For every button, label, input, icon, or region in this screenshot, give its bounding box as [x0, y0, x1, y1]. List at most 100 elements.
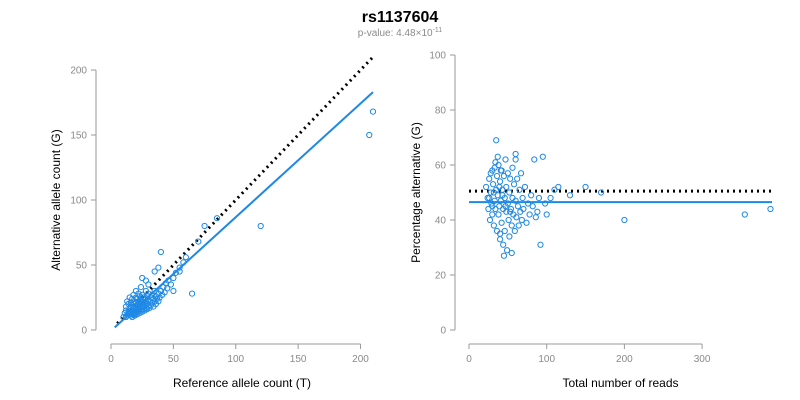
p1-x-tick-label: 200 — [616, 354, 633, 365]
p0-data-point — [139, 274, 146, 282]
p1-x-tick-label: 100 — [538, 354, 555, 365]
p1-data-point — [513, 214, 520, 221]
p1-data-point — [531, 156, 538, 163]
pvalue-times: × — [416, 28, 422, 39]
p0-data-point — [170, 287, 177, 295]
p1-y-tick-label: 60 — [435, 161, 447, 172]
p0-x-tick-label: 0 — [108, 354, 114, 365]
p1-data-point — [518, 216, 525, 224]
p1-data-point — [487, 189, 494, 196]
p0-data-point — [137, 284, 145, 291]
p0-data-point — [176, 264, 183, 271]
p0-data-point — [170, 274, 177, 282]
p0-x-tick-label: 200 — [352, 354, 369, 365]
p1-data-point — [597, 189, 605, 196]
p1-data-point — [508, 249, 515, 257]
p1-data-point — [512, 197, 519, 204]
p1-data-point — [489, 211, 496, 218]
p1-data-point — [537, 241, 544, 248]
p1-data-point — [486, 175, 493, 182]
p1-data-point — [490, 222, 497, 229]
p0-data-point — [366, 131, 373, 139]
p1-data-point — [516, 186, 523, 193]
p1-data-point — [502, 156, 509, 163]
p1-y-tick-label: 20 — [435, 271, 447, 282]
p1-data-point — [512, 156, 519, 163]
p1-data-point — [528, 192, 535, 199]
p1-data-point — [535, 194, 543, 202]
p1-data-point — [542, 200, 549, 207]
p0-y-tick-label: 100 — [70, 196, 87, 207]
p1-data-point — [493, 137, 500, 144]
p1-data-point — [555, 183, 562, 191]
p1-data-point — [529, 203, 536, 210]
pvalue-label: p-value: — [358, 28, 396, 39]
p1-x-tick-label: 0 — [466, 354, 472, 365]
p1-data-point — [491, 197, 498, 204]
p1-data-point — [505, 216, 512, 224]
p1-data-point — [500, 241, 507, 248]
p0-data-point — [151, 268, 158, 275]
p1-data-point — [504, 170, 511, 177]
pvalue-mantissa: 4.48 — [396, 28, 416, 39]
p1-data-point — [489, 203, 496, 210]
p1-x-tick-label: 300 — [694, 354, 711, 365]
p1-data-point — [514, 203, 522, 210]
p0-data-point — [122, 313, 130, 321]
p1-y-tick-label: 0 — [440, 326, 446, 337]
p1-data-point — [496, 230, 504, 237]
p1-data-point — [514, 175, 521, 182]
p0-reference-line — [116, 55, 375, 325]
p0-fit-line — [114, 91, 374, 329]
p1-data-point — [502, 203, 509, 210]
p1-data-point — [507, 205, 515, 213]
p1-data-point — [506, 233, 513, 240]
p0-data-point — [145, 281, 152, 288]
p1-data-point — [489, 181, 497, 188]
p0-x-tick-label: 100 — [227, 354, 244, 365]
allele-count-scatter: 0 50 100 150 200 0 50 100 150 200 Reference allele… — [49, 55, 377, 390]
chart-subtitle: p-value: 4.48×10-11 — [358, 27, 443, 39]
p0-data-point — [155, 264, 162, 271]
chart-title: rs1137604 — [362, 9, 439, 26]
p1-data-point — [498, 219, 505, 226]
p1-data-point — [482, 183, 490, 191]
p0-data-point — [369, 108, 377, 115]
p1-data-point — [486, 194, 493, 202]
p0-data-point — [213, 215, 221, 222]
p1-data-point — [508, 222, 515, 229]
p1-data-point — [543, 211, 550, 218]
percentage-scatter: 0 100 200 300 0 20 40 60 80 100 Total number of re… — [409, 51, 774, 390]
p0-data-point — [257, 222, 264, 230]
p1-data-point — [507, 208, 514, 215]
p0-data-point — [167, 281, 174, 288]
p1-data-point — [495, 211, 502, 218]
p1-data-point — [496, 236, 504, 243]
p1-data-point — [499, 192, 506, 199]
p0-x-tick-label: 50 — [168, 354, 180, 365]
p0-data-point — [195, 238, 202, 245]
p1-data-point — [523, 219, 530, 226]
p1-data-point — [515, 222, 522, 229]
p1-data-point — [501, 227, 508, 235]
p1-data-point — [511, 227, 518, 235]
p1-data-point — [741, 211, 748, 218]
p0-data-point — [182, 254, 189, 261]
p0-data-point — [157, 248, 165, 256]
p1-data-point — [486, 216, 494, 224]
p0-data-point — [140, 303, 147, 310]
p1-data-point — [566, 192, 574, 199]
p1-data-point — [503, 247, 511, 254]
p1-data-point — [512, 150, 519, 158]
p1-y-axis-label: Percentage alternative (G) — [409, 122, 423, 263]
p1-data-point — [517, 170, 525, 177]
p1-data-point — [509, 164, 516, 171]
p1-data-point — [534, 208, 541, 215]
p0-y-tick-label: 150 — [70, 131, 87, 142]
p1-data-point — [524, 200, 532, 207]
p1-data-point — [621, 216, 628, 224]
p1-x-axis-label: Total number of reads — [562, 376, 678, 390]
p1-data-point — [496, 178, 504, 185]
p1-data-point — [547, 194, 554, 202]
